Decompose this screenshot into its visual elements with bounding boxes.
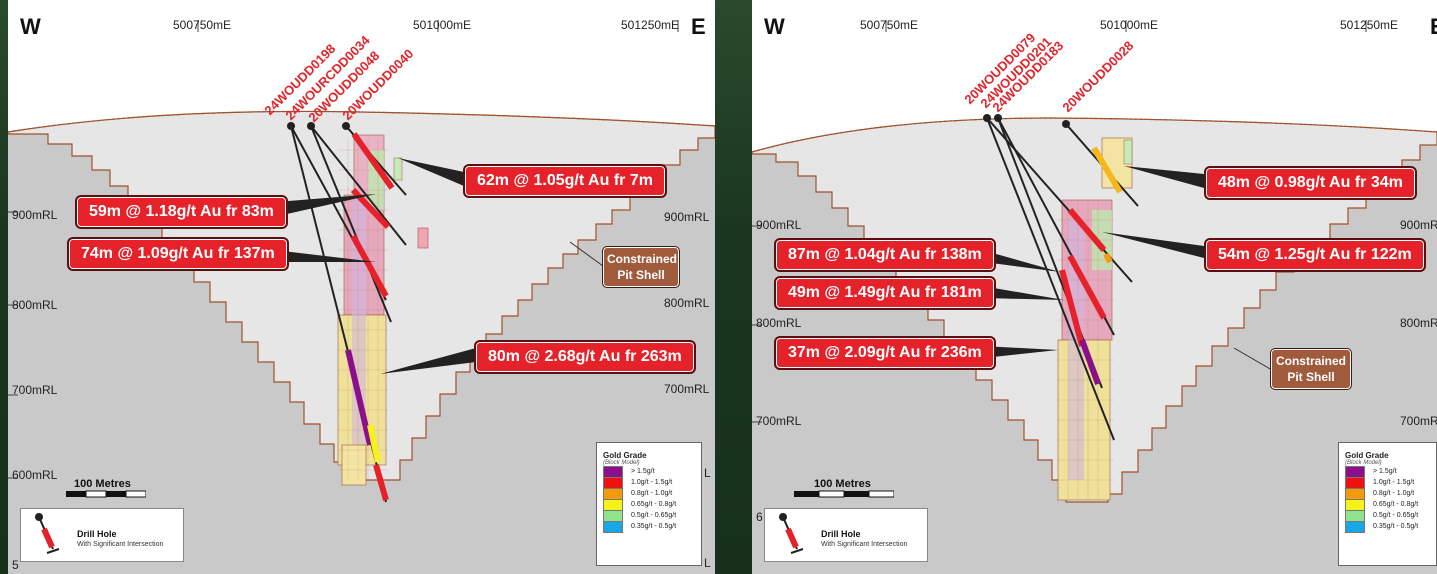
legend-item: 0.35g/t - 0.5g/t (603, 520, 695, 533)
intercept-callout: 48m @ 0.98g/t Au fr 34m (1204, 166, 1417, 200)
rl-label: 800mRL (756, 316, 802, 330)
intercept-callout: 87m @ 1.04g/t Au fr 138m (774, 238, 996, 272)
legend-item: 0.65g/t - 0.8g/t (1345, 498, 1430, 511)
rl-label: 900mRL (664, 210, 710, 224)
easting-label: 501250mE (621, 18, 680, 32)
rl-label: 700mRL (756, 414, 802, 428)
legend-item: 1.0g/t - 1.5g/t (1345, 476, 1430, 489)
rl-label: L (704, 466, 711, 480)
legend-item: 0.35g/t - 0.5g/t (1345, 520, 1430, 533)
grade-legend-title: Gold Grade (1345, 451, 1389, 460)
scale-bar (66, 490, 146, 498)
west-label: W (20, 14, 41, 39)
rl-label: 800mRL (664, 296, 710, 310)
legend-item: 1.0g/t - 1.5g/t (603, 476, 695, 489)
rl-label: 900mRL (756, 218, 802, 232)
grade-legend-subtitle: (Block Model) (603, 460, 640, 466)
pit-shell-label: Constrained Pit Shell (602, 246, 680, 288)
intercept-callout: 74m @ 1.09g/t Au fr 137m (67, 237, 289, 271)
rl-label: 900mRL (1400, 218, 1437, 232)
intercept-callout: 37m @ 2.09g/t Au fr 236m (774, 336, 996, 370)
intercept-callout: 80m @ 2.68g/t Au fr 263m (474, 340, 696, 374)
grade-legend-subtitle: (Block Model) (1345, 460, 1382, 466)
west-label: W (764, 14, 785, 39)
drill-hole-legend-title: Drill Hole (77, 529, 117, 539)
scale-label: 100 Metres (814, 478, 871, 490)
grade-legend: Gold Grade (Block Model) > 1.5g/t 1.0g/t… (1338, 442, 1437, 566)
scale-label: 100 Metres (74, 478, 131, 490)
drill-hole-legend-subtitle: With Significant Intersection (821, 541, 908, 548)
section-panel-left: W E 500750mE 501000mE 501250mE 900mRL 80… (8, 0, 715, 574)
intercept-callout: 59m @ 1.18g/t Au fr 83m (75, 195, 288, 229)
pit-shell-label: Constrained Pit Shell (1270, 348, 1352, 390)
rl-label: 6 (756, 510, 763, 524)
rl-label: 5 (12, 558, 19, 572)
rl-label: L (704, 556, 711, 570)
grade-legend-title: Gold Grade (603, 451, 647, 460)
legend-item: > 1.5g/t (603, 465, 695, 478)
easting-label: 501000mE (1100, 18, 1159, 32)
legend-item: 0.8g/t - 1.0g/t (1345, 487, 1430, 500)
rl-label: 700mRL (12, 383, 58, 397)
rl-label: 900mRL (12, 208, 58, 222)
easting-label: 501000mE (413, 18, 472, 32)
legend-item: 0.8g/t - 1.0g/t (603, 487, 695, 500)
intercept-callout: 62m @ 1.05g/t Au fr 7m (463, 164, 667, 198)
legend-item: > 1.5g/t (1345, 465, 1430, 478)
legend-item: 0.5g/t - 0.65g/t (1345, 509, 1430, 522)
intercept-callout: 54m @ 1.25g/t Au fr 122m (1204, 238, 1426, 272)
easting-label: 500750mE (860, 18, 919, 32)
legend-item: 0.5g/t - 0.65g/t (603, 509, 695, 522)
rl-label: 700mRL (664, 382, 710, 396)
rl-label: 800mRL (1400, 316, 1437, 330)
drill-hole-legend-title: Drill Hole (821, 529, 861, 539)
drill-hole-legend: Drill Hole With Significant Intersection (20, 508, 184, 562)
drill-hole-legend-subtitle: With Significant Intersection (77, 541, 164, 548)
east-label: E (691, 14, 706, 39)
easting-label: 501250mE (1340, 18, 1399, 32)
scale-bar (794, 490, 894, 498)
east-label: E (1430, 14, 1437, 40)
section-panel-right: W E 500750mE 501000mE 501250mE 900mRL 80… (752, 0, 1437, 574)
rl-label: 700mRL (1400, 414, 1437, 428)
rl-label: 800mRL (12, 298, 58, 312)
section-graphics-right (752, 0, 1437, 574)
easting-label: 500750mE (173, 18, 232, 32)
legend-item: 0.65g/t - 0.8g/t (603, 498, 695, 511)
grade-legend: Gold Grade (Block Model) > 1.5g/t 1.0g/t… (596, 442, 702, 566)
rl-label: 600mRL (12, 468, 58, 482)
drill-hole-legend: Drill Hole With Significant Intersection (764, 508, 928, 562)
intercept-callout: 49m @ 1.49g/t Au fr 181m (774, 276, 996, 310)
